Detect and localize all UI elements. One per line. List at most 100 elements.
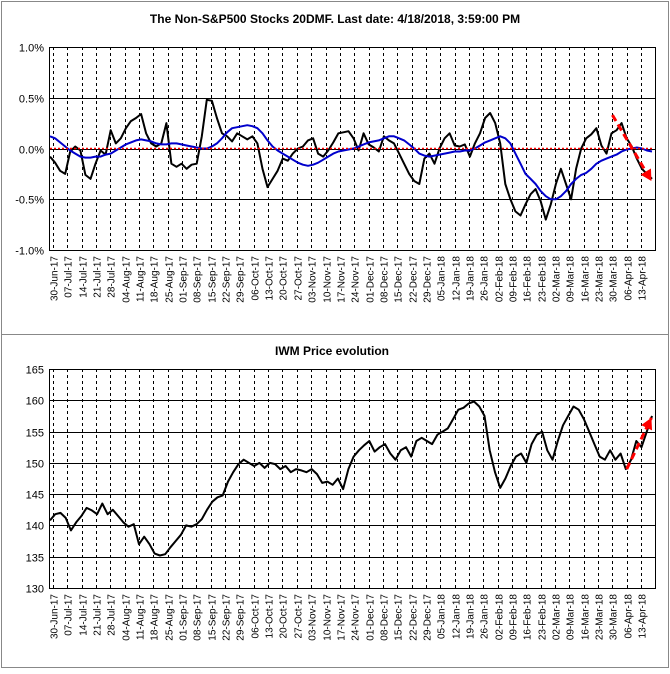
top-x-tick-label: 13-Apr-18 [638, 256, 649, 301]
top-y-tick-label: 0.0% [19, 145, 44, 157]
top-x-tick-label: 17-Nov-17 [337, 256, 348, 303]
top-x-tick-label: 29-Sep-17 [236, 256, 247, 303]
top-x-tick-label: 06-Oct-17 [251, 256, 262, 301]
bottom-x-tick-label: 30-Jun-17 [50, 594, 61, 639]
top-chart-title: The Non-S&P500 Stocks 20DMF. Last date: … [150, 12, 520, 26]
top-panel: The Non-S&P500 Stocks 20DMF. Last date: … [15, 12, 656, 303]
bottom-x-tick-label: 19-Jan-18 [466, 594, 477, 639]
bottom-y-tick-label: 150 [26, 459, 44, 471]
top-x-tick-label: 08-Dec-17 [380, 256, 391, 303]
bottom-trend-arrow-head [641, 417, 653, 431]
bottom-x-tick-label: 26-Jan-18 [480, 594, 491, 639]
bottom-x-tick-label: 09-Feb-18 [509, 594, 520, 641]
top-y-tick-label: -1.0% [15, 246, 44, 258]
bottom-x-tick-label: 15-Sep-17 [208, 594, 219, 641]
bottom-x-tick-label: 28-Jul-17 [107, 594, 118, 636]
bottom-x-tick-label: 20-Oct-17 [279, 594, 290, 639]
bottom-y-tick-label: 160 [26, 396, 44, 408]
bottom-x-tick-label: 12-Jan-18 [452, 594, 463, 639]
top-x-tick-label: 27-Oct-17 [294, 256, 305, 301]
bottom-x-tick-label: 05-Jan-18 [437, 594, 448, 639]
bottom-y-tick-label: 135 [26, 553, 44, 565]
top-x-tick-label: 30-Mar-18 [609, 256, 620, 303]
top-x-tick-label: 10-Nov-17 [323, 256, 334, 303]
bottom-y-tick-label: 140 [26, 521, 44, 533]
top-x-tick-label: 22-Sep-17 [222, 256, 233, 303]
bottom-x-tick-label: 07-Jul-17 [64, 594, 75, 636]
top-x-tick-label: 16-Mar-18 [581, 256, 592, 303]
top-x-tick-label: 09-Mar-18 [566, 256, 577, 303]
bottom-x-tick-label: 13-Oct-17 [265, 594, 276, 639]
top-x-tick-label: 26-Jan-18 [480, 256, 491, 301]
top-x-tick-label: 06-Apr-18 [624, 256, 635, 301]
bottom-x-tick-label: 08-Dec-17 [380, 594, 391, 641]
top-x-tick-label: 13-Oct-17 [265, 256, 276, 301]
top-x-tick-label: 12-Jan-18 [452, 256, 463, 301]
top-x-tick-label: 16-Feb-18 [523, 256, 534, 303]
top-x-tick-label: 01-Sep-17 [179, 256, 190, 303]
bottom-x-tick-label: 30-Mar-18 [609, 594, 620, 641]
bottom-x-tick-label: 23-Feb-18 [538, 594, 549, 641]
top-x-tick-label: 18-Aug-17 [150, 256, 161, 303]
top-x-tick-label: 15-Dec-17 [394, 256, 405, 303]
bottom-x-tick-label: 04-Aug-17 [122, 594, 133, 641]
top-x-tick-label: 03-Nov-17 [308, 256, 319, 303]
top-x-tick-label: 02-Mar-18 [552, 256, 563, 303]
bottom-x-tick-label: 16-Mar-18 [581, 594, 592, 641]
top-x-tick-label: 23-Mar-18 [595, 256, 606, 303]
top-x-tick-label: 23-Feb-18 [538, 256, 549, 303]
bottom-y-tick-label: 155 [26, 428, 44, 440]
bottom-x-tick-label: 22-Dec-17 [409, 594, 420, 641]
top-x-tick-label: 22-Dec-17 [409, 256, 420, 303]
top-x-tick-label: 19-Jan-18 [466, 256, 477, 301]
bottom-x-tick-label: 01-Sep-17 [179, 594, 190, 641]
top-y-tick-label: 1.0% [19, 43, 44, 55]
bottom-x-tick-label: 23-Mar-18 [595, 594, 606, 641]
bottom-x-tick-label: 16-Feb-18 [523, 594, 534, 641]
bottom-x-tick-label: 29-Dec-17 [423, 594, 434, 641]
top-x-tick-label: 01-Dec-17 [366, 256, 377, 303]
bottom-x-tick-label: 15-Dec-17 [394, 594, 405, 641]
bottom-x-tick-label: 03-Nov-17 [308, 594, 319, 641]
bottom-x-tick-label: 01-Dec-17 [366, 594, 377, 641]
top-x-tick-label: 25-Aug-17 [165, 256, 176, 303]
bottom-x-tick-label: 18-Aug-17 [150, 594, 161, 641]
top-trend-arrow-head [640, 168, 652, 181]
bottom-x-tick-label: 14-Jul-17 [79, 594, 90, 636]
top-x-tick-label: 14-Jul-17 [79, 256, 90, 298]
top-x-tick-label: 30-Jun-17 [50, 256, 61, 301]
bottom-x-tick-label: 22-Sep-17 [222, 594, 233, 641]
bottom-y-tick-label: 130 [26, 584, 44, 596]
bottom-panel: IWM Price evolution 165 160 155 150 145 140 13… [26, 344, 656, 641]
bottom-x-tick-label: 06-Apr-18 [624, 594, 635, 639]
top-x-tick-label: 04-Aug-17 [122, 256, 133, 303]
bottom-x-tick-label: 02-Mar-18 [552, 594, 563, 641]
top-x-tick-label: 05-Jan-18 [437, 256, 448, 301]
top-x-tick-label: 29-Dec-17 [423, 256, 434, 303]
top-x-tick-label: 20-Oct-17 [279, 256, 290, 301]
bottom-x-tick-label: 27-Oct-17 [294, 594, 305, 639]
bottom-x-tick-label: 21-Jul-17 [93, 594, 104, 636]
bottom-x-tick-label: 06-Oct-17 [251, 594, 262, 639]
bottom-series-line [49, 400, 653, 557]
top-y-tick-label: -0.5% [15, 195, 44, 207]
top-x-tick-label: 15-Sep-17 [208, 256, 219, 303]
bottom-y-tick-label: 145 [26, 490, 44, 502]
top-x-tick-label: 02-Feb-18 [495, 256, 506, 303]
top-x-tick-label: 28-Jul-17 [107, 256, 118, 298]
bottom-x-tick-label: 08-Sep-17 [193, 594, 204, 641]
bottom-x-tick-label: 10-Nov-17 [323, 594, 334, 641]
top-x-tick-label: 07-Jul-17 [64, 256, 75, 298]
bottom-chart-title: IWM Price evolution [275, 344, 389, 358]
top-plot-border [49, 47, 656, 251]
top-trend-arrow-line [611, 114, 653, 182]
bottom-x-tick-label: 02-Feb-18 [495, 594, 506, 641]
bottom-x-tick-label: 09-Mar-18 [566, 594, 577, 641]
bottom-x-tick-label: 11-Aug-17 [136, 594, 147, 640]
top-y-tick-label: 0.5% [19, 94, 44, 106]
top-x-tick-label: 09-Feb-18 [509, 256, 520, 303]
top-x-tick-label: 24-Nov-17 [351, 256, 362, 303]
bottom-y-tick-label: 165 [26, 365, 44, 377]
